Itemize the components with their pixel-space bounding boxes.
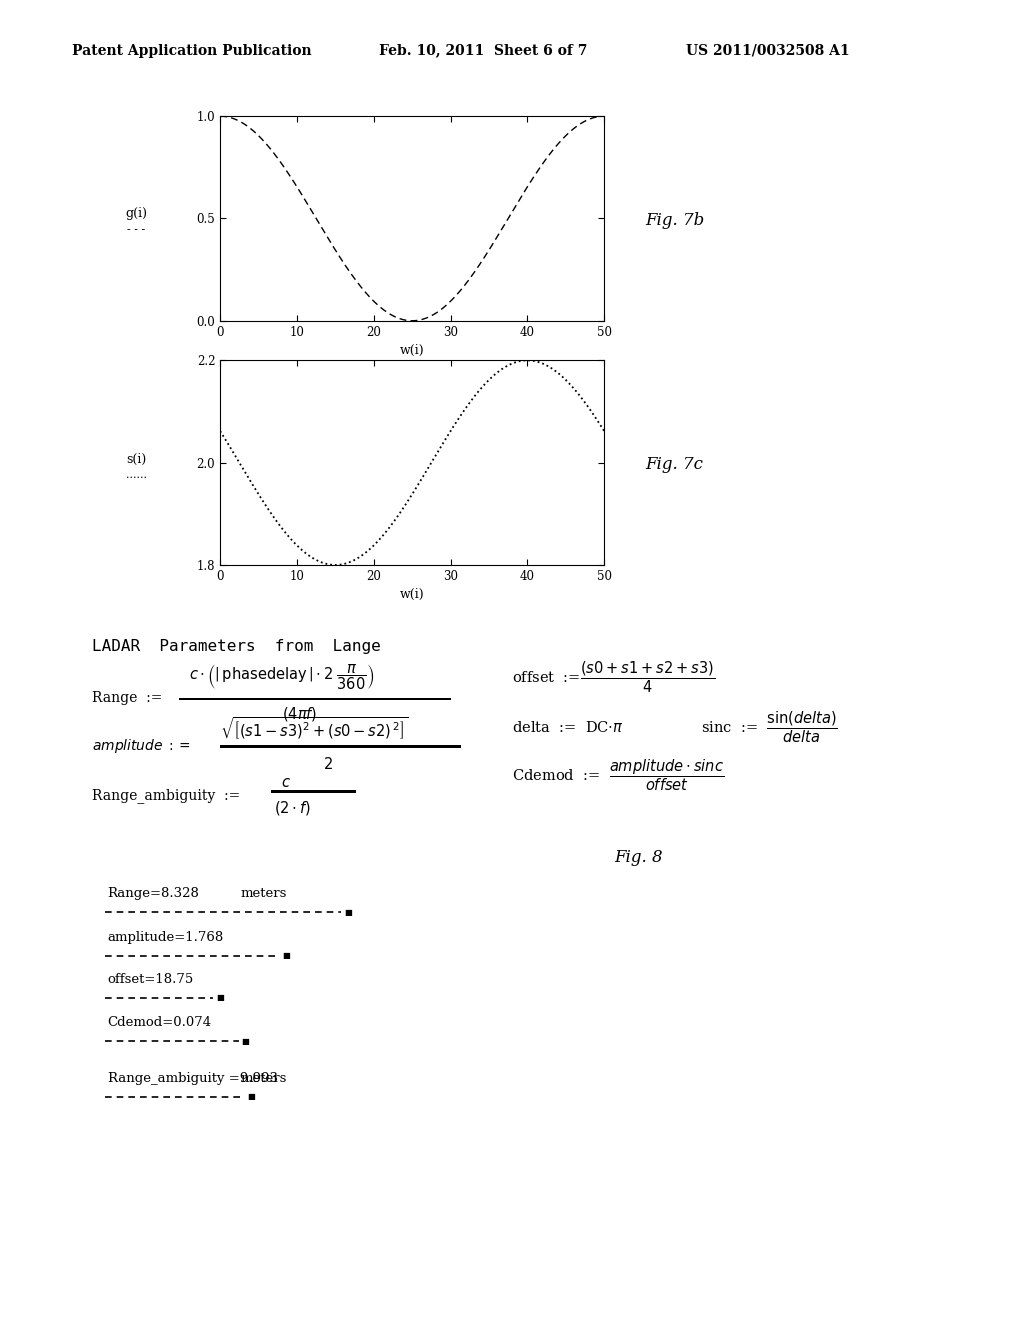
Text: ■: ■	[283, 952, 291, 960]
Text: Cdemod  :=  $\dfrac{amplitude \cdot sinc}{offset}$: Cdemod := $\dfrac{amplitude \cdot sinc}{…	[512, 758, 724, 792]
X-axis label: w(i): w(i)	[399, 345, 425, 358]
Text: offset  :=$\dfrac{(s0+s1+s2+s3)}{4}$: offset :=$\dfrac{(s0+s1+s2+s3)}{4}$	[512, 660, 715, 694]
Text: meters: meters	[241, 1072, 287, 1085]
Text: delta  :=  DC$\cdot\pi$: delta := DC$\cdot\pi$	[512, 719, 624, 735]
Text: Range=8.328: Range=8.328	[108, 887, 200, 900]
Text: g(i): g(i)	[125, 207, 147, 220]
X-axis label: w(i): w(i)	[399, 589, 425, 602]
Text: US 2011/0032508 A1: US 2011/0032508 A1	[686, 44, 850, 58]
Text: offset=18.75: offset=18.75	[108, 973, 194, 986]
Text: $2$: $2$	[323, 756, 333, 772]
Text: ■: ■	[247, 1093, 255, 1101]
Text: $c \cdot \left(\left|\,\mathrm{phasedelay}\,\right| \cdot 2\;\dfrac{\pi}{360}\ri: $c \cdot \left(\left|\,\mathrm{phasedela…	[189, 663, 375, 692]
Text: $amplitude\;:=$: $amplitude\;:=$	[92, 737, 190, 755]
Text: Range_ambiguity =9.993: Range_ambiguity =9.993	[108, 1072, 278, 1085]
Text: Feb. 10, 2011  Sheet 6 of 7: Feb. 10, 2011 Sheet 6 of 7	[379, 44, 587, 58]
Text: Fig. 7b: Fig. 7b	[645, 213, 705, 228]
Text: Fig. 8: Fig. 8	[614, 850, 663, 866]
Text: meters: meters	[241, 887, 287, 900]
Text: ■: ■	[216, 994, 224, 1002]
Text: - - -: - - -	[127, 224, 145, 235]
Text: Range  :=: Range :=	[92, 692, 163, 705]
Text: s(i): s(i)	[126, 453, 146, 466]
Text: ■: ■	[344, 908, 352, 916]
Text: ■: ■	[242, 1038, 250, 1045]
Text: sinc  :=  $\dfrac{\sin(delta)}{delta}$: sinc := $\dfrac{\sin(delta)}{delta}$	[701, 710, 839, 744]
Text: ......: ......	[126, 470, 146, 480]
Text: $\sqrt{\left[\left(s1-s3\right)^2 + \left(s0-s2\right)^{\,2}\right]}$: $\sqrt{\left[\left(s1-s3\right)^2 + \lef…	[220, 715, 409, 742]
Text: Range_ambiguity  :=: Range_ambiguity :=	[92, 788, 241, 804]
Text: Patent Application Publication: Patent Application Publication	[72, 44, 311, 58]
Text: $c$: $c$	[281, 775, 291, 791]
Text: Cdemod=0.074: Cdemod=0.074	[108, 1016, 212, 1030]
Text: $\left(2\cdot f\right)$: $\left(2\cdot f\right)$	[274, 799, 311, 817]
Text: $\left(4\pi f\right)$: $\left(4\pi f\right)$	[282, 705, 317, 723]
Text: amplitude=1.768: amplitude=1.768	[108, 931, 224, 944]
Text: Fig. 7c: Fig. 7c	[645, 457, 703, 473]
Text: LADAR  Parameters  from  Lange: LADAR Parameters from Lange	[92, 639, 381, 653]
